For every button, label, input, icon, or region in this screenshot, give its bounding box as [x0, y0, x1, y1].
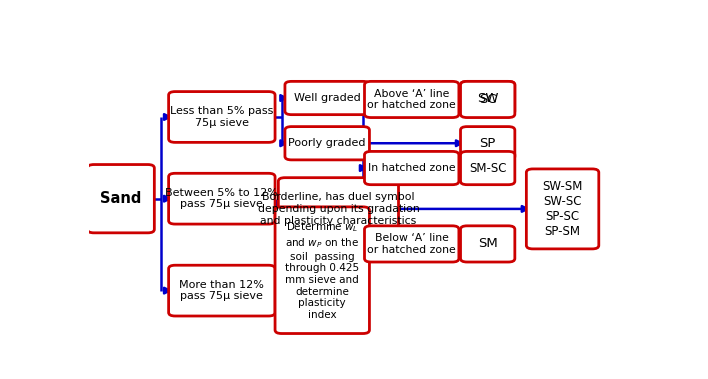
Text: More than 12%
pass 75μ sieve: More than 12% pass 75μ sieve [179, 280, 264, 301]
Text: Above ‘A’ line
or hatched zone: Above ‘A’ line or hatched zone [367, 89, 456, 110]
FancyBboxPatch shape [285, 81, 370, 114]
Text: SM: SM [478, 237, 498, 251]
Text: SP: SP [479, 137, 496, 150]
Text: Sand: Sand [101, 191, 142, 206]
FancyBboxPatch shape [460, 152, 515, 185]
Text: Poorly graded: Poorly graded [288, 138, 366, 148]
FancyBboxPatch shape [365, 81, 459, 117]
Text: SW: SW [477, 91, 498, 105]
FancyBboxPatch shape [278, 178, 399, 240]
FancyBboxPatch shape [169, 92, 275, 143]
FancyBboxPatch shape [365, 152, 459, 185]
Text: In hatched zone: In hatched zone [368, 163, 455, 173]
Text: Below ‘A’ line
or hatched zone: Below ‘A’ line or hatched zone [367, 233, 456, 255]
Text: SW-SM
SW-SC
SP-SC
SP-SM: SW-SM SW-SC SP-SC SP-SM [542, 180, 583, 238]
FancyBboxPatch shape [526, 169, 599, 249]
FancyBboxPatch shape [460, 81, 515, 114]
Text: Determine $w_L$
and $w_P$ on the
soil  passing
through 0.425
mm sieve and
determ: Determine $w_L$ and $w_P$ on the soil pa… [285, 221, 359, 320]
Text: SM-SC: SM-SC [469, 161, 506, 175]
FancyBboxPatch shape [460, 81, 515, 117]
FancyBboxPatch shape [285, 127, 370, 160]
Text: Between 5% to 12%
pass 75μ sieve: Between 5% to 12% pass 75μ sieve [166, 188, 278, 210]
Text: Less than 5% pass
75μ sieve: Less than 5% pass 75μ sieve [170, 106, 273, 128]
FancyBboxPatch shape [460, 127, 515, 160]
Text: Well graded: Well graded [294, 93, 360, 103]
FancyBboxPatch shape [169, 265, 275, 316]
FancyBboxPatch shape [365, 226, 459, 262]
FancyBboxPatch shape [87, 164, 154, 233]
Text: SC: SC [479, 93, 496, 106]
FancyBboxPatch shape [275, 207, 370, 334]
FancyBboxPatch shape [460, 226, 515, 262]
Text: Borderline, has duel symbol
depending upon its gradation
and plasticity characte: Borderline, has duel symbol depending up… [258, 192, 419, 226]
FancyBboxPatch shape [169, 173, 275, 224]
